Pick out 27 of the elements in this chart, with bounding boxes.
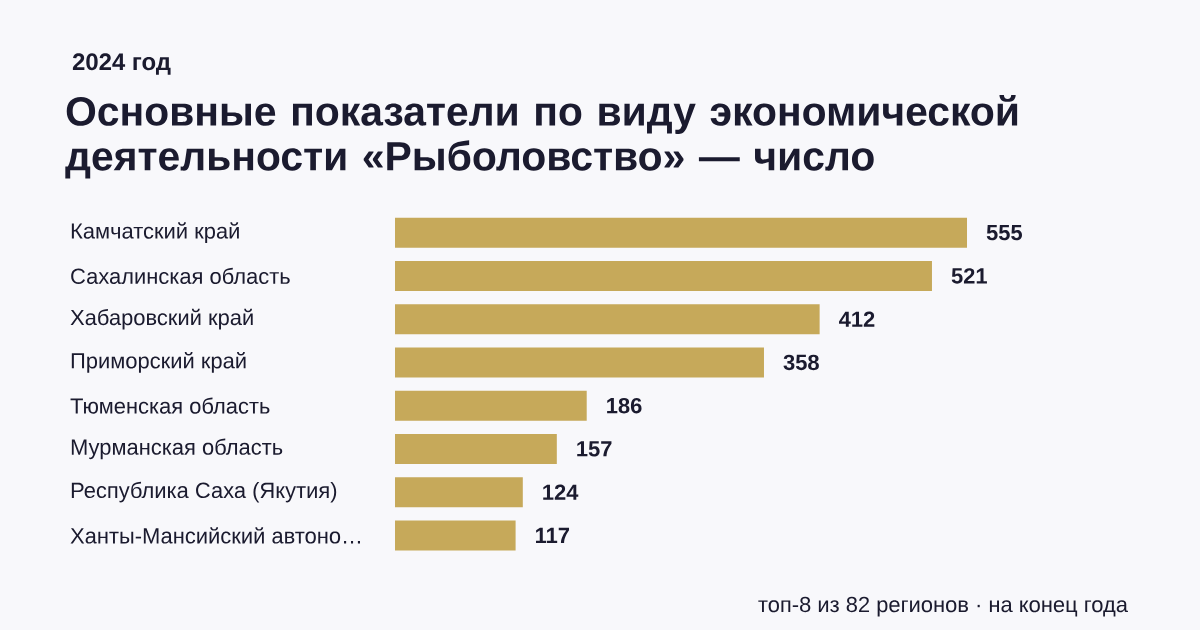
data-label: 358: [783, 354, 819, 371]
bar: [395, 260, 932, 291]
bar: [395, 304, 820, 335]
data-label: 186: [607, 397, 642, 414]
bar: [395, 520, 516, 551]
y-tick-label: Республика Саха (Якутия): [71, 481, 337, 503]
bar: [395, 347, 764, 378]
data-label: 124: [543, 484, 579, 500]
y-tick-label: Камчатский край: [71, 222, 239, 244]
y-tick-label: Сахалинская область: [71, 267, 290, 285]
data-label: 157: [577, 441, 612, 457]
data-label: 555: [986, 225, 1022, 241]
bar: [395, 433, 557, 464]
text: топ-8 из 82 регионов · на конец года: [758, 596, 1128, 617]
data-label: 521: [951, 268, 987, 284]
text: 2024 год: [72, 53, 171, 75]
y-tick-label: Хабаровский край: [70, 308, 253, 330]
data-label: 117: [536, 527, 570, 543]
bar: [395, 390, 587, 421]
y-tick-label: Ханты-Мансийский автоно…: [70, 527, 360, 544]
bar: [395, 477, 523, 508]
y-tick-label: Приморский край: [71, 351, 246, 373]
bar: [395, 217, 968, 248]
chart-title: Основные показатели по виду экономической деятельности «Рыболовство» — число: [65, 95, 1018, 179]
y-tick-label: Тюменская область: [70, 397, 270, 414]
data-label: 412: [839, 311, 875, 327]
y-tick-label: Мурманская область: [71, 438, 283, 460]
